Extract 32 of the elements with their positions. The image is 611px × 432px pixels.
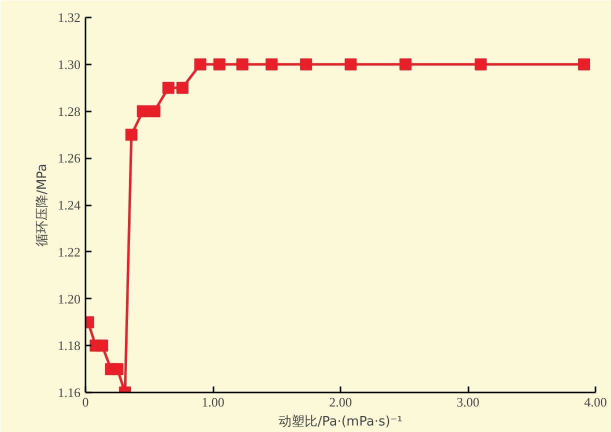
x-tick-label: 2.00 (329, 394, 352, 410)
y-tick-label: 1.26 (58, 150, 81, 166)
point (344, 58, 357, 70)
y-tick-label: 1.28 (58, 104, 80, 119)
point (96, 340, 108, 352)
y-tick-label: 1.24 (58, 198, 81, 212)
y-axis-title: 循环压降/MPa (34, 164, 50, 246)
point (111, 363, 124, 376)
point (400, 58, 412, 70)
point (236, 58, 248, 70)
point (266, 58, 278, 70)
x-tick-label: 4.00 (584, 394, 607, 410)
point (148, 105, 160, 118)
y-tick-label: 1.18 (58, 338, 80, 354)
point (300, 58, 312, 70)
point (578, 58, 590, 70)
point (474, 58, 487, 70)
point (176, 82, 188, 94)
x-axis-title: 动塑比/Pa·(mPa·s)⁻¹ (278, 414, 402, 430)
point (194, 58, 206, 70)
point (162, 82, 174, 94)
y-tick-label: 1.32 (58, 10, 80, 25)
y-tick-label: 1.16 (58, 385, 81, 400)
x-tick-label: 3.00 (456, 394, 480, 410)
point (213, 58, 226, 70)
y-tick-label: 1.20 (58, 291, 80, 306)
x-tick-label: 0 (82, 394, 89, 410)
y-tick-label: 1.22 (58, 244, 80, 260)
point (125, 128, 138, 141)
x-tick-label: 1.00 (202, 394, 224, 410)
y-tick-label: 1.30 (58, 56, 80, 72)
point (136, 105, 149, 118)
